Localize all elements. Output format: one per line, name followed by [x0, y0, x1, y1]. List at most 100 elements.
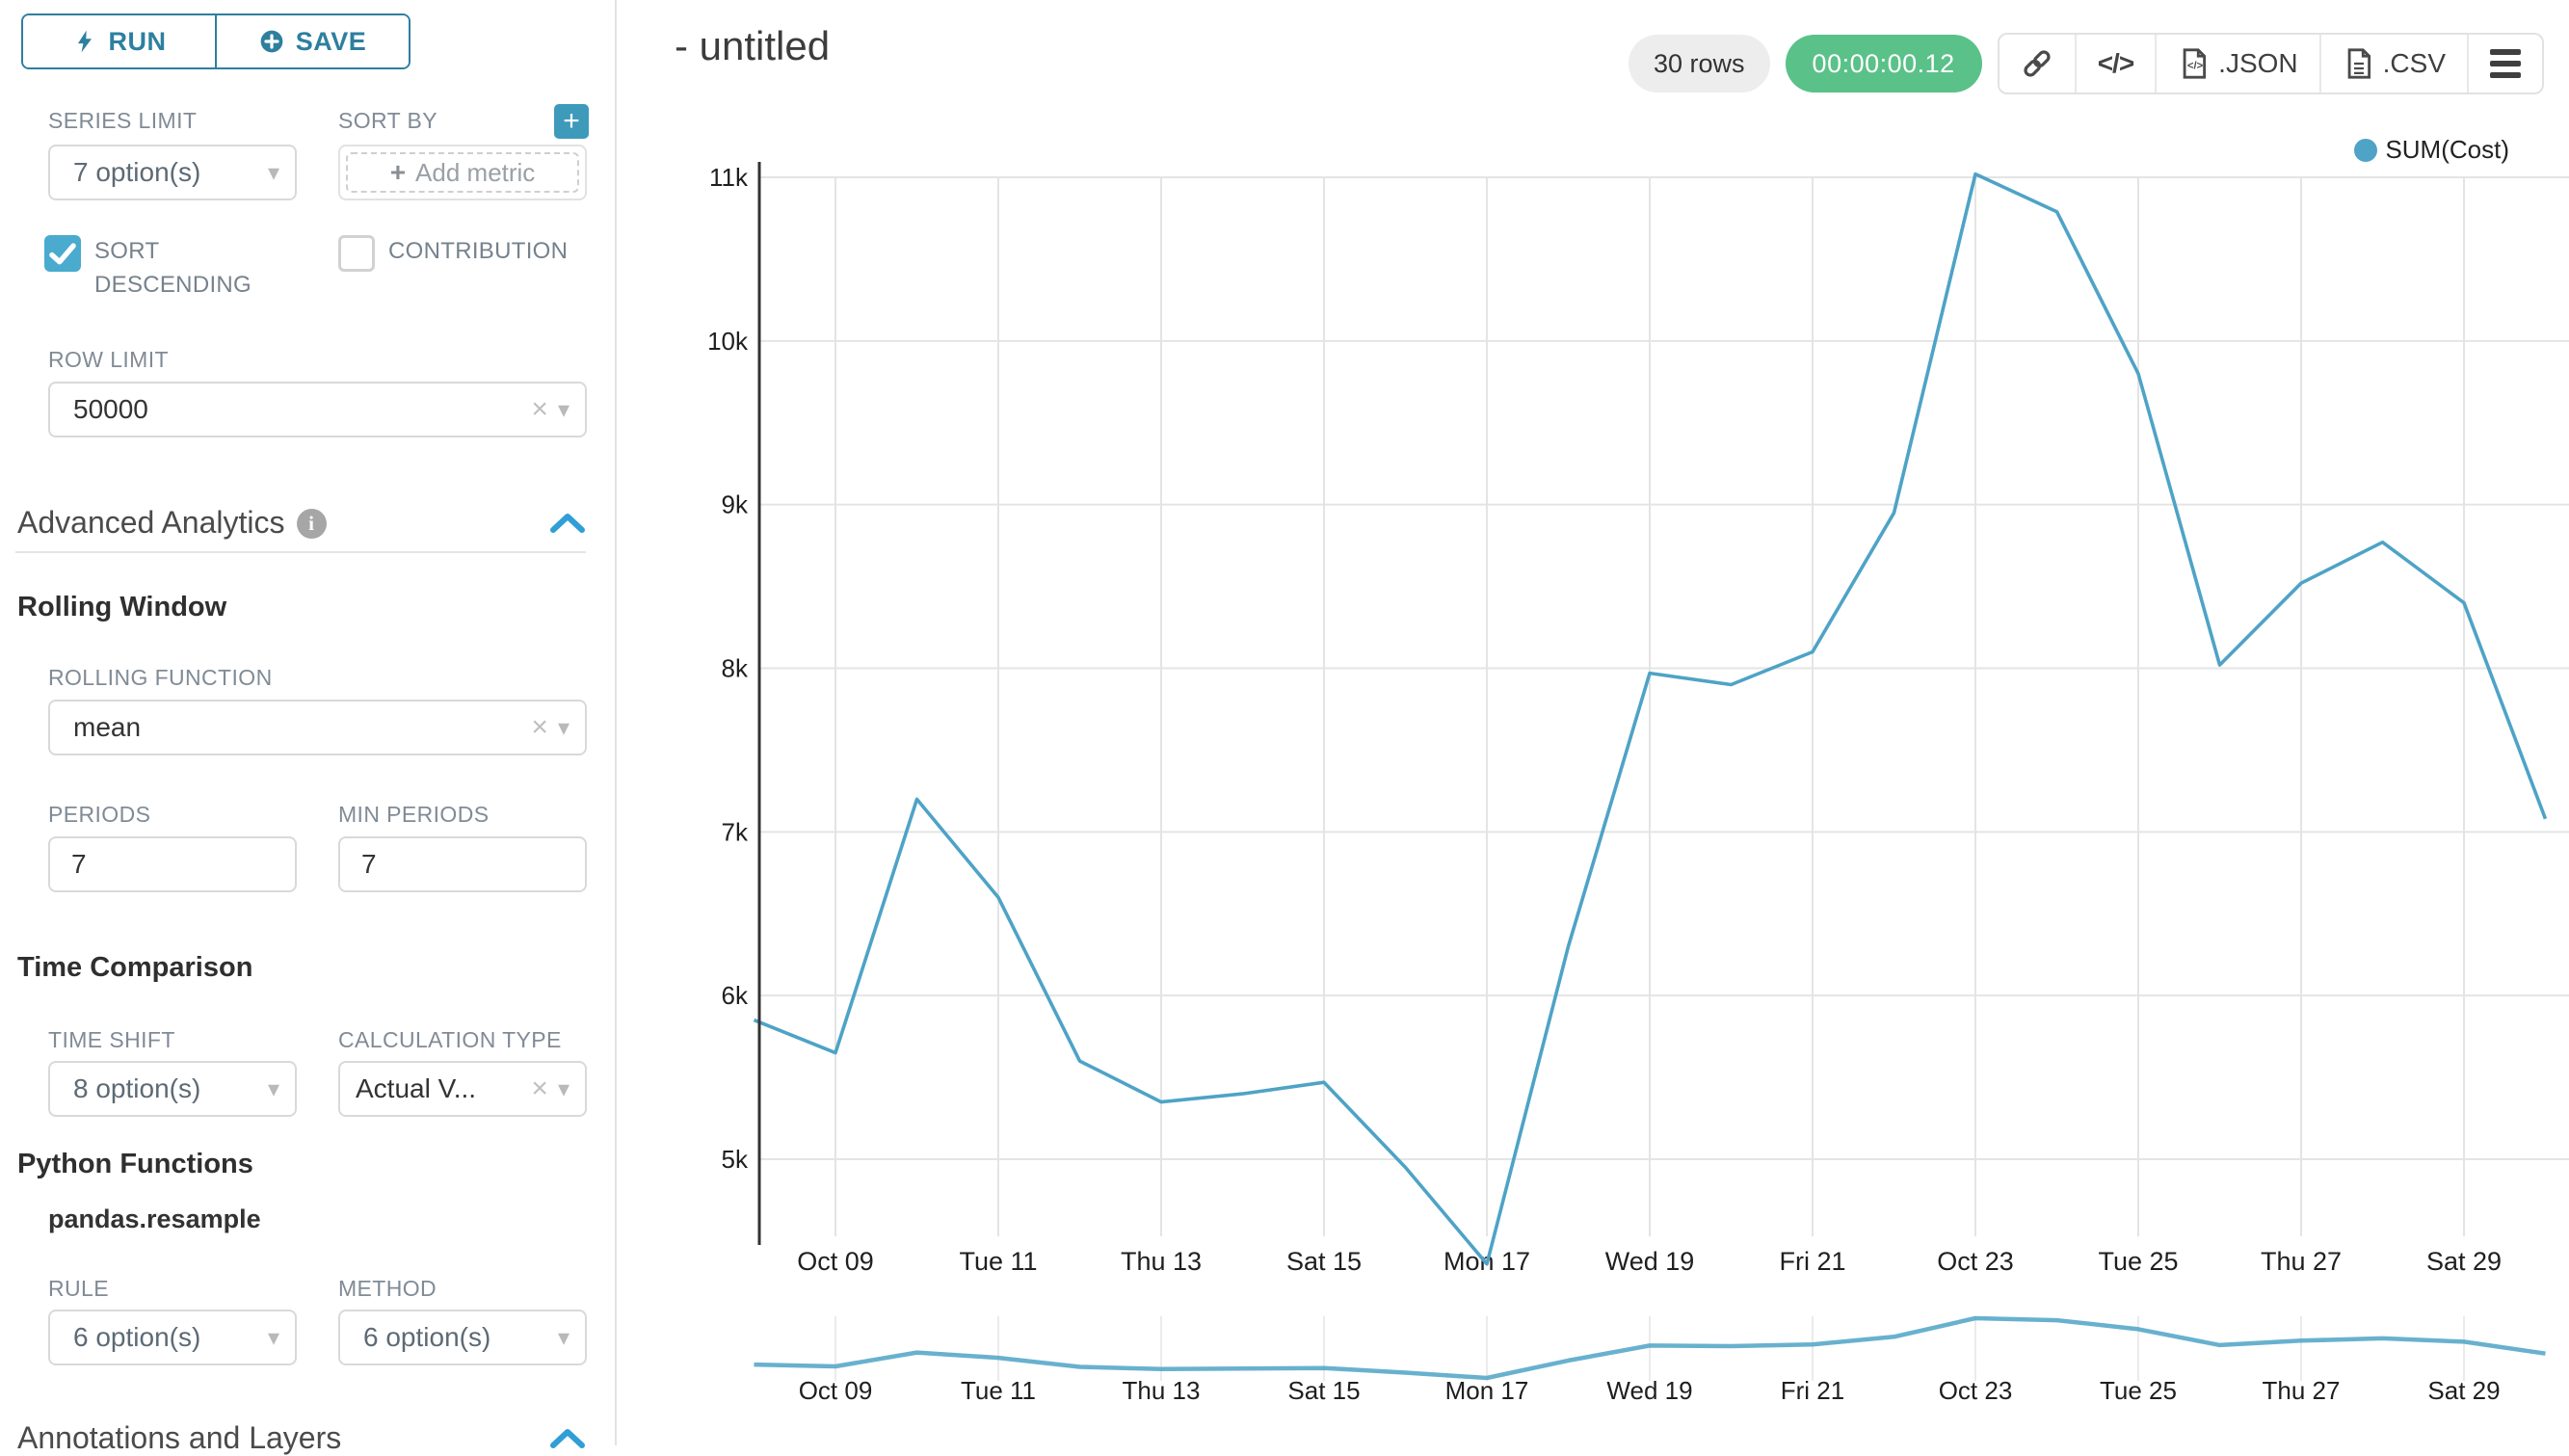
y-tick-label: 11k	[709, 163, 749, 192]
sort-by-label: SORT BY	[338, 108, 437, 134]
min-periods-input[interactable]: 7	[338, 836, 587, 892]
calculation-type-value: Actual V...	[356, 1073, 521, 1104]
y-tick-label: 6k	[722, 981, 749, 1010]
caret-down-icon: ▾	[558, 396, 569, 424]
plus-circle-icon	[259, 29, 284, 54]
annotations-layers-header[interactable]: Annotations and Layers	[17, 1420, 341, 1456]
series-limit-select[interactable]: 7 option(s) ▾	[48, 145, 297, 200]
chevron-up-icon	[549, 1426, 586, 1451]
y-tick-label: 9k	[722, 490, 749, 519]
mini-x-tick-label: Oct 09	[799, 1376, 873, 1405]
chart-panel: - untitled 30 rows 00:00:00.12 </>	[619, 0, 2569, 1445]
advanced-analytics-title: Advanced Analytics	[17, 505, 285, 540]
section-divider	[15, 551, 586, 553]
x-tick-label: Thu 13	[1121, 1247, 1202, 1276]
clear-icon[interactable]: ×	[531, 395, 548, 424]
x-tick-label: Thu 27	[2261, 1247, 2342, 1276]
python-functions-title: Python Functions	[17, 1149, 253, 1180]
row-limit-select[interactable]: 50000 × ▾	[48, 382, 587, 437]
periods-input[interactable]: 7	[48, 836, 297, 892]
mini-x-tick-label: Wed 19	[1606, 1376, 1692, 1405]
x-tick-label: Tue 11	[959, 1247, 1037, 1276]
min-periods-value: 7	[361, 849, 377, 880]
y-tick-label: 8k	[722, 654, 749, 683]
rule-select[interactable]: 6 option(s) ▾	[48, 1310, 297, 1365]
caret-down-icon: ▾	[268, 1075, 279, 1103]
x-tick-label: Oct 23	[1937, 1247, 2014, 1276]
mini-x-tick-label: Fri 21	[1781, 1376, 1844, 1405]
save-button[interactable]: SAVE	[215, 15, 409, 67]
method-label: METHOD	[338, 1276, 437, 1302]
rule-value: 6 option(s)	[73, 1322, 258, 1353]
x-tick-label: Sat 15	[1286, 1247, 1362, 1276]
sort-by-control: + Add metric	[338, 145, 587, 200]
caret-down-icon: ▾	[558, 1324, 569, 1352]
add-metric-placeholder: Add metric	[415, 158, 535, 188]
mini-x-tick-label: Tue 25	[2100, 1376, 2177, 1405]
run-button-label: RUN	[109, 27, 167, 57]
sort-descending-label: SORT DESCENDING	[94, 235, 314, 303]
contribution-row: CONTRIBUTION	[338, 235, 568, 272]
mini-x-tick-label: Sat 29	[2427, 1376, 2500, 1405]
run-button[interactable]: RUN	[23, 15, 215, 67]
time-comparison-title: Time Comparison	[17, 952, 252, 984]
x-tick-label: Sat 29	[2426, 1247, 2502, 1276]
rule-label: RULE	[48, 1276, 109, 1302]
info-icon: i	[297, 509, 327, 539]
check-icon	[44, 235, 81, 272]
chevron-up-icon	[549, 511, 586, 536]
pandas-resample-label: pandas.resample	[48, 1205, 261, 1234]
mini-x-tick-label: Oct 23	[1939, 1376, 2013, 1405]
caret-down-icon: ▾	[268, 1324, 279, 1352]
rolling-window-title: Rolling Window	[17, 592, 226, 623]
rolling-function-value: mean	[73, 712, 521, 743]
time-shift-select[interactable]: 8 option(s) ▾	[48, 1061, 297, 1117]
y-tick-label: 7k	[722, 817, 749, 846]
clear-icon[interactable]: ×	[531, 1074, 548, 1103]
caret-down-icon: ▾	[558, 1075, 569, 1103]
sort-descending-checkbox[interactable]	[44, 235, 81, 272]
row-limit-value: 50000	[73, 394, 521, 425]
caret-down-icon: ▾	[268, 159, 279, 187]
series-limit-label: SERIES LIMIT	[48, 108, 197, 134]
caret-down-icon: ▾	[558, 714, 569, 742]
add-sort-metric-button[interactable]: +	[554, 104, 589, 139]
rolling-function-select[interactable]: mean × ▾	[48, 700, 587, 755]
x-tick-label: Tue 25	[2098, 1247, 2178, 1276]
contribution-label: CONTRIBUTION	[388, 235, 568, 272]
control-sidebar: RUN SAVE SERIES LIMIT SORT BY + 7 option…	[0, 0, 617, 1445]
row-limit-label: ROW LIMIT	[48, 347, 169, 373]
mini-x-tick-label: Tue 11	[961, 1376, 1036, 1405]
x-tick-label: Oct 09	[797, 1247, 874, 1276]
mini-x-tick-label: Thu 27	[2263, 1376, 2341, 1405]
min-periods-label: MIN PERIODS	[338, 802, 489, 828]
add-metric-button[interactable]: + Add metric	[346, 152, 579, 193]
sort-descending-row: SORT DESCENDING	[44, 235, 314, 303]
periods-value: 7	[71, 849, 87, 880]
collapse-annotations[interactable]	[549, 1426, 586, 1451]
collapse-advanced-analytics[interactable]	[549, 511, 586, 536]
calculation-type-label: CALCULATION TYPE	[338, 1027, 562, 1053]
advanced-analytics-header[interactable]: Advanced Analytics i	[17, 505, 327, 541]
x-tick-label: Fri 21	[1779, 1247, 1845, 1276]
time-shift-value: 8 option(s)	[73, 1073, 258, 1104]
plus-icon: +	[563, 105, 580, 138]
run-save-button-group: RUN SAVE	[21, 13, 411, 69]
calculation-type-select[interactable]: Actual V... × ▾	[338, 1061, 587, 1117]
x-tick-label: Wed 19	[1605, 1247, 1695, 1276]
method-select[interactable]: 6 option(s) ▾	[338, 1310, 587, 1365]
y-tick-label: 5k	[722, 1145, 749, 1174]
y-tick-label: 10k	[707, 327, 749, 356]
timeseries-line-chart[interactable]: Oct 09 Oct 09 Tue 11 Tue 11 Thu 13 Thu 13 Sat …	[619, 0, 2569, 1445]
series-limit-value: 7 option(s)	[73, 157, 258, 188]
plus-icon: +	[390, 157, 406, 188]
lightning-icon	[72, 29, 97, 54]
mini-x-tick-label: Sat 15	[1287, 1376, 1360, 1405]
contribution-checkbox[interactable]	[338, 235, 375, 272]
mini-x-tick-label: Thu 13	[1123, 1376, 1201, 1405]
periods-label: PERIODS	[48, 802, 150, 828]
save-button-label: SAVE	[296, 27, 367, 57]
time-shift-label: TIME SHIFT	[48, 1027, 175, 1053]
clear-icon[interactable]: ×	[531, 713, 548, 742]
mini-x-tick-label: Mon 17	[1445, 1376, 1529, 1405]
